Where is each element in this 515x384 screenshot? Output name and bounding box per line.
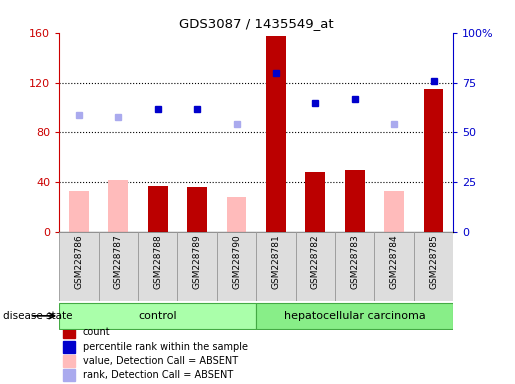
FancyBboxPatch shape xyxy=(296,232,335,301)
FancyBboxPatch shape xyxy=(99,232,138,301)
Text: rank, Detection Call = ABSENT: rank, Detection Call = ABSENT xyxy=(83,371,233,381)
Text: GSM228789: GSM228789 xyxy=(193,234,201,289)
FancyBboxPatch shape xyxy=(59,232,99,301)
Bar xyxy=(345,170,365,232)
Bar xyxy=(148,186,167,232)
Bar xyxy=(384,191,404,232)
FancyBboxPatch shape xyxy=(256,232,296,301)
Text: control: control xyxy=(139,311,177,321)
Text: disease state: disease state xyxy=(3,311,72,321)
Bar xyxy=(187,187,207,232)
Text: count: count xyxy=(83,328,111,338)
FancyBboxPatch shape xyxy=(177,232,217,301)
Bar xyxy=(69,191,89,232)
Bar xyxy=(63,326,75,338)
Bar xyxy=(63,355,75,367)
Text: hepatocellular carcinoma: hepatocellular carcinoma xyxy=(284,311,425,321)
Text: GSM228781: GSM228781 xyxy=(271,234,280,289)
Title: GDS3087 / 1435549_at: GDS3087 / 1435549_at xyxy=(179,17,334,30)
Text: GSM228790: GSM228790 xyxy=(232,234,241,289)
Bar xyxy=(424,89,443,232)
FancyBboxPatch shape xyxy=(59,303,256,329)
FancyBboxPatch shape xyxy=(256,303,453,329)
Text: value, Detection Call = ABSENT: value, Detection Call = ABSENT xyxy=(83,356,238,366)
Bar xyxy=(305,172,325,232)
Text: GSM228784: GSM228784 xyxy=(390,234,399,289)
Text: GSM228787: GSM228787 xyxy=(114,234,123,289)
Bar xyxy=(63,369,75,381)
Bar xyxy=(109,180,128,232)
FancyBboxPatch shape xyxy=(335,232,374,301)
Bar xyxy=(227,197,246,232)
Text: GSM228783: GSM228783 xyxy=(350,234,359,289)
FancyBboxPatch shape xyxy=(138,232,177,301)
FancyBboxPatch shape xyxy=(414,232,453,301)
Text: GSM228782: GSM228782 xyxy=(311,234,320,289)
Text: GSM228785: GSM228785 xyxy=(429,234,438,289)
Bar xyxy=(63,341,75,353)
FancyBboxPatch shape xyxy=(217,232,256,301)
Text: percentile rank within the sample: percentile rank within the sample xyxy=(83,342,248,352)
FancyBboxPatch shape xyxy=(374,232,414,301)
Bar xyxy=(266,36,286,232)
Text: GSM228788: GSM228788 xyxy=(153,234,162,289)
Text: GSM228786: GSM228786 xyxy=(75,234,83,289)
